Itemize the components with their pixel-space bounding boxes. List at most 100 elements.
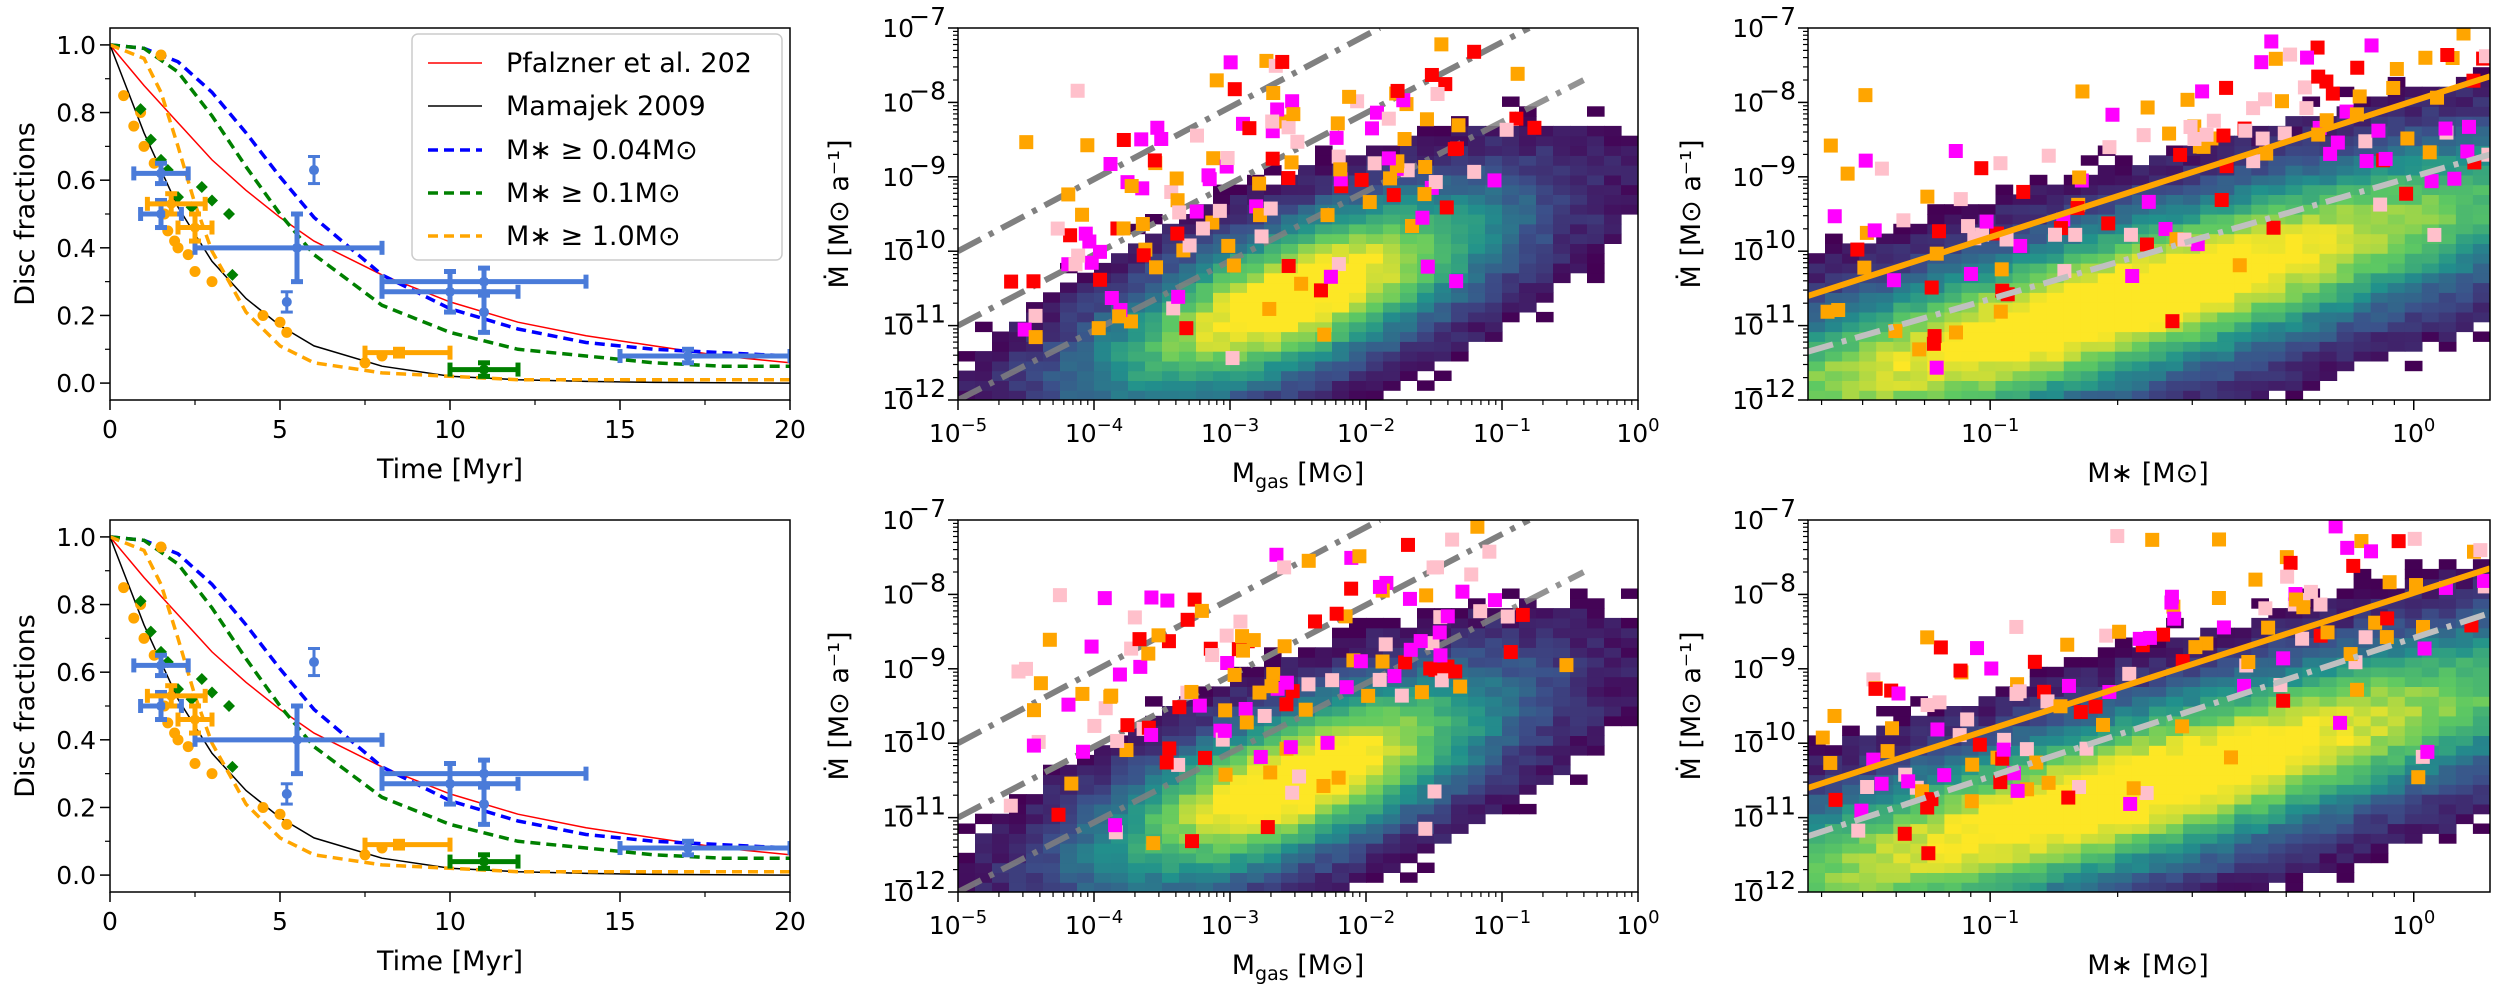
heatmap-cell: [1315, 803, 1333, 815]
heatmap-cell: [1587, 725, 1605, 736]
heatmap-cell: [1128, 272, 1146, 284]
heatmap-cell: [1485, 125, 1503, 137]
heatmap-cell: [2131, 262, 2150, 274]
heatmap-cell: [1485, 686, 1503, 697]
data-point-green: [226, 268, 239, 281]
data-point-orange: [274, 808, 286, 820]
heatmap-cell: [1485, 321, 1503, 333]
heatmap-cell: [1961, 813, 1980, 825]
heatmap-cell: [2097, 331, 2116, 342]
heatmap-cell: [1978, 204, 1997, 215]
heatmap-cell: [1298, 302, 1316, 313]
heatmap-cell: [1332, 292, 1350, 303]
heatmap-cell: [2387, 106, 2406, 117]
heatmap-cell: [2319, 608, 2338, 619]
heatmap-cell: [2472, 735, 2490, 746]
heatmap-cell: [2421, 311, 2440, 323]
heatmap-cell: [1349, 872, 1367, 883]
heatmap-cell: [2353, 852, 2372, 864]
heatmap-cell: [1298, 725, 1316, 736]
heatmap-cell: [1315, 754, 1333, 766]
heatmap-cell: [2472, 784, 2490, 795]
heatmap-cell: [975, 360, 993, 372]
heatmap-cell: [1961, 370, 1980, 381]
heatmap-cell: [2370, 253, 2389, 264]
heatmap-cell: [2183, 370, 2201, 381]
heatmap-cell: [2438, 833, 2457, 844]
heatmap-cell: [2336, 282, 2355, 293]
heatmap-cell: [1247, 390, 1265, 400]
heatmap-cell: [2166, 676, 2184, 687]
heatmap-cell: [2097, 666, 2116, 678]
heatmap-cell: [2166, 882, 2184, 892]
heatmap-cell: [1043, 872, 1061, 883]
heatmap-cell: [1179, 774, 1197, 785]
heatmap-cell: [1859, 862, 1877, 873]
heatmap-cell: [1876, 243, 1894, 254]
heatmap-cell: [1944, 833, 1963, 844]
x-tick-label: 20: [774, 415, 806, 444]
heatmap-cell: [1366, 725, 1384, 736]
heatmap-cell: [1315, 292, 1333, 303]
heatmap-cell: [1026, 843, 1044, 854]
heatmap-cell: [1978, 282, 1997, 293]
heatmap-cell: [1196, 272, 1214, 284]
scatter-square: [1402, 591, 1417, 606]
scatter-square: [2132, 631, 2147, 646]
heatmap-cell: [1179, 253, 1197, 264]
heatmap-cell: [1553, 135, 1571, 147]
heatmap-cell: [1451, 764, 1469, 776]
heatmap-cell: [2234, 321, 2252, 333]
heatmap-cell: [2012, 321, 2031, 333]
heatmap-cell: [1519, 165, 1537, 176]
heatmap-cell: [2353, 174, 2372, 186]
heatmap-cell: [1298, 833, 1316, 844]
heatmap-cell: [2012, 214, 2031, 225]
heatmap-cell: [2200, 666, 2218, 678]
heatmap-cell: [2353, 745, 2372, 756]
heatmap-cell: [2012, 253, 2031, 264]
heatmap-cell: [1842, 341, 1860, 352]
heatmap-cell: [2063, 852, 2082, 864]
heatmap-cell: [1944, 204, 1963, 215]
heatmap-cell: [1349, 647, 1367, 658]
heatmap-cell: [1315, 764, 1333, 776]
heatmap-cell: [1094, 380, 1112, 391]
heatmap-cell: [1179, 380, 1197, 391]
heatmap-cell: [2353, 676, 2372, 687]
heatmap-cell: [1026, 360, 1044, 372]
heatmap-cell: [2285, 823, 2304, 834]
heatmap-cell: [1910, 774, 1928, 785]
scatter-square: [1329, 130, 1344, 145]
heatmap-cell: [1077, 882, 1095, 892]
heatmap-cell: [2166, 204, 2184, 215]
observation-point: [166, 690, 177, 701]
scatter-square: [1470, 520, 1485, 534]
heatmap-cell: [2012, 272, 2031, 284]
heatmap-cell: [2114, 370, 2133, 381]
heatmap-cell: [2404, 657, 2423, 668]
heatmap-cell: [1264, 745, 1282, 756]
heatmap-cell: [2336, 351, 2355, 362]
heatmap-cell: [1842, 351, 1860, 362]
heatmap-cell: [1468, 647, 1486, 658]
heatmap-cell: [2063, 843, 2082, 854]
scatter-square: [1063, 228, 1078, 243]
curve-m10: [110, 43, 790, 382]
heatmap-cell: [2370, 676, 2389, 687]
heatmap-cell: [1264, 833, 1282, 844]
heatmap-cell: [1230, 764, 1248, 776]
heatmap-cell: [1145, 243, 1163, 254]
y-tick-exponent: −12: [893, 374, 946, 403]
scatter-square: [1418, 821, 1433, 836]
heatmap-cell: [1230, 872, 1248, 883]
heatmap-cell: [2251, 706, 2269, 717]
heatmap-cell: [1094, 370, 1112, 381]
heatmap-cell: [2131, 862, 2150, 873]
heatmap-cell: [2114, 214, 2133, 225]
heatmap-cell: [1536, 125, 1554, 137]
heatmap-cell: [1077, 813, 1095, 825]
heatmap-cell: [1349, 637, 1367, 648]
heatmap-cell: [2302, 823, 2321, 834]
heatmap-cell: [1349, 302, 1367, 313]
